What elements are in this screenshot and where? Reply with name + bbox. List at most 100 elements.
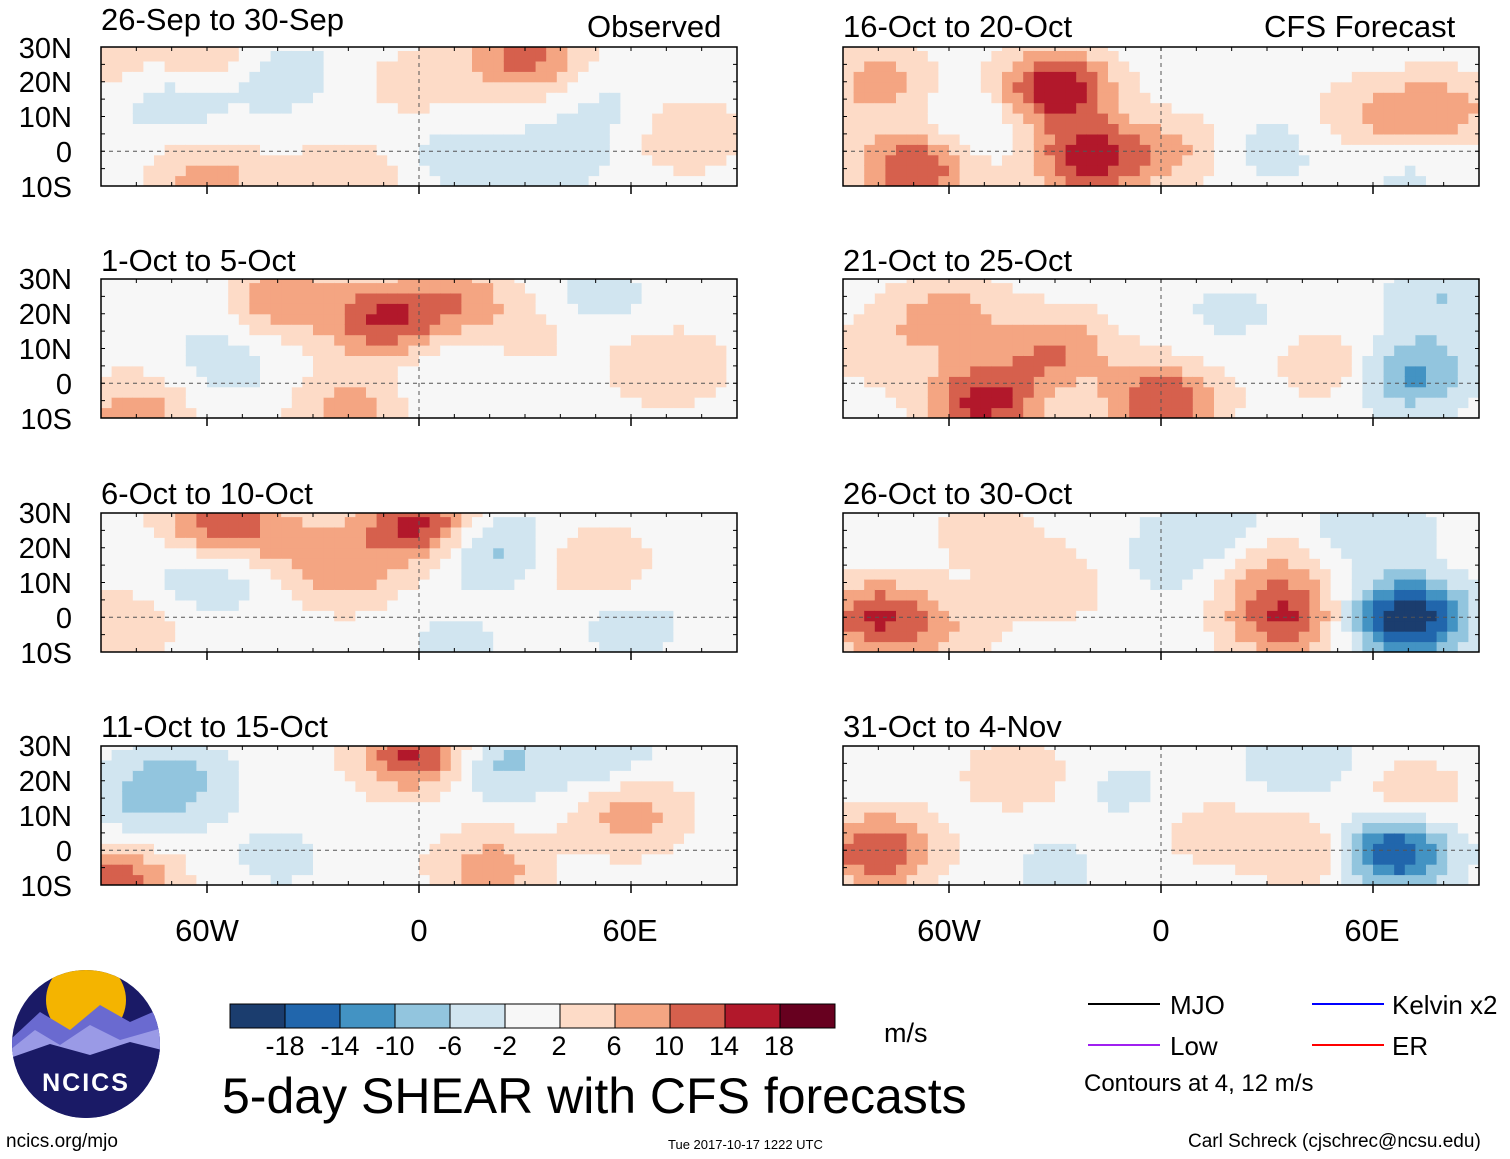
shear-cell <box>715 279 727 284</box>
shear-cell <box>366 579 378 590</box>
shear-cell <box>1076 386 1088 398</box>
shear-cell <box>334 334 346 346</box>
shear-cell <box>503 526 515 538</box>
shear-cell <box>535 345 547 356</box>
shear-cell <box>514 303 526 315</box>
shear-cell <box>450 801 462 813</box>
shear-cell <box>376 610 388 622</box>
shear-cell <box>164 355 176 367</box>
shear-cell <box>525 175 537 186</box>
shear-cell <box>514 92 526 104</box>
shear-cell <box>334 547 346 559</box>
shear-cell <box>461 832 473 844</box>
shear-cell <box>1351 334 1363 346</box>
shear-cell <box>143 92 155 104</box>
shear-cell <box>1351 279 1363 284</box>
shear-cell <box>896 345 908 356</box>
shear-cell <box>482 843 494 855</box>
shear-cell <box>588 864 600 876</box>
shear-cell <box>366 282 378 294</box>
shear-cell <box>1055 279 1067 284</box>
shear-cell <box>1457 47 1469 51</box>
shear-cell <box>1404 313 1416 325</box>
shear-cell <box>662 843 674 855</box>
shear-cell <box>1182 282 1194 294</box>
shear-cell <box>260 631 272 643</box>
shear-cell <box>366 165 378 177</box>
shear-cell <box>196 81 208 93</box>
shear-cell <box>249 386 261 398</box>
shear-cell <box>450 386 462 398</box>
shear-cell <box>556 407 568 418</box>
shear-cell <box>344 154 356 166</box>
shear-cell <box>461 50 473 62</box>
shear-cell <box>620 365 632 377</box>
shear-cell <box>705 641 717 652</box>
shear-cell <box>525 407 537 418</box>
shear-cell <box>1108 282 1120 294</box>
shear-cell <box>143 60 155 72</box>
shear-cell <box>132 537 144 549</box>
shear-cell <box>376 60 388 72</box>
shear-cell <box>291 874 303 885</box>
shear-cell <box>493 832 505 844</box>
shear-cell <box>419 376 431 388</box>
shear-cell <box>1129 324 1141 336</box>
shear-cell <box>1267 397 1279 409</box>
shear-cell <box>1012 407 1024 418</box>
shear-cell <box>853 397 865 409</box>
shear-cell <box>185 345 197 356</box>
shear-cell <box>503 589 515 601</box>
shear-cell <box>1415 81 1427 93</box>
shear-cell <box>726 589 737 601</box>
shear-cell <box>132 843 144 855</box>
shear-cell <box>673 407 685 418</box>
shear-cell <box>217 175 229 186</box>
shear-cell <box>599 822 611 834</box>
shear-cell <box>291 599 303 611</box>
shear-cell <box>419 165 431 177</box>
shear-cell <box>260 154 272 166</box>
shear-cell <box>1044 165 1056 177</box>
shear-cell <box>641 558 653 570</box>
shear-cell <box>705 749 717 761</box>
shear-cell <box>419 407 431 418</box>
shear-cell <box>631 631 643 643</box>
shear-cell <box>132 864 144 876</box>
shear-cell <box>705 864 717 876</box>
shear-cell <box>556 770 568 782</box>
shear-cell <box>270 749 282 761</box>
shear-cell <box>1351 92 1363 104</box>
shear-cell <box>535 47 547 51</box>
shear-cell <box>662 547 674 559</box>
shear-cell <box>281 822 293 834</box>
shear-cell <box>641 279 653 284</box>
shear-cell <box>1426 60 1438 72</box>
shear-cell <box>493 334 505 346</box>
shear-cell <box>1118 50 1130 62</box>
shear-cell <box>472 526 484 538</box>
shear-cell <box>132 365 144 377</box>
shear-cell <box>1086 279 1098 284</box>
shear-cell <box>1076 175 1088 186</box>
shear-cell <box>143 47 155 51</box>
shear-cell <box>1235 50 1247 62</box>
shear-cell <box>535 589 547 601</box>
shear-cell <box>1065 92 1077 104</box>
shear-cell <box>1245 324 1257 336</box>
shear-cell <box>514 526 526 538</box>
shear-cell <box>546 282 558 294</box>
shear-cell <box>694 47 706 51</box>
shear-cell <box>1171 407 1183 418</box>
shear-cell <box>959 386 971 398</box>
shear-cell <box>281 843 293 855</box>
shear-cell <box>1108 365 1120 377</box>
shear-cell <box>1002 165 1014 177</box>
shear-cell <box>260 843 272 855</box>
shear-cell <box>1383 92 1395 104</box>
shear-cell <box>238 376 250 388</box>
shear-cell <box>450 547 462 559</box>
shear-cell <box>705 81 717 93</box>
shear-cell <box>599 843 611 855</box>
shear-cell <box>493 133 505 145</box>
